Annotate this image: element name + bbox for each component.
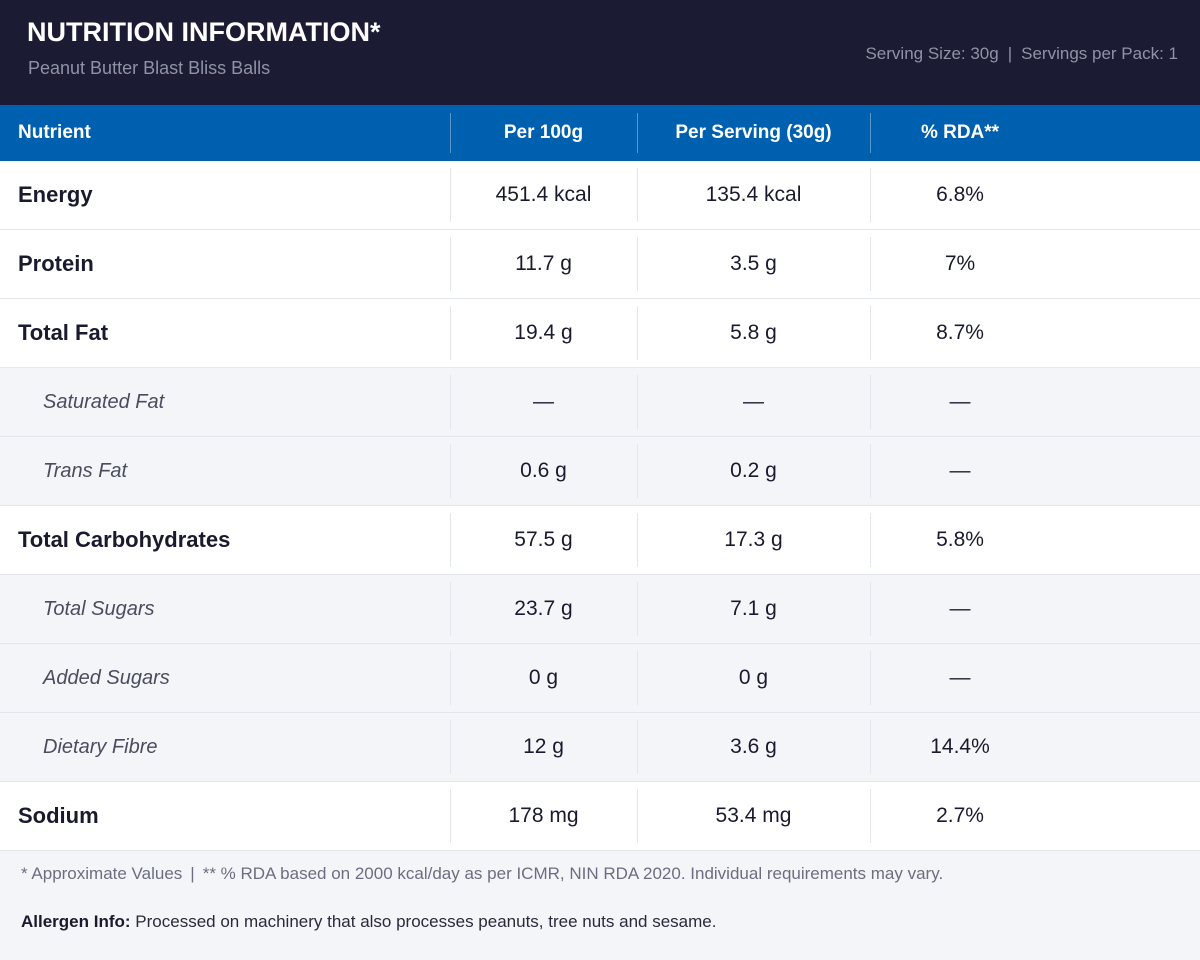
table-row: Saturated Fat — — —: [0, 368, 1200, 437]
nutrient-name: Total Fat: [18, 320, 109, 345]
per-100g-value: 0.6 g: [450, 437, 637, 505]
serving-size: Serving Size: 30g: [865, 44, 999, 63]
per-100g-value: 178 mg: [450, 782, 637, 850]
allergen-text: Processed on machinery that also process…: [135, 912, 717, 931]
per-serving-value: 17.3 g: [637, 506, 870, 574]
servings-per-pack: Servings per Pack: 1: [1021, 44, 1178, 63]
nutrient-name: Total Sugars: [43, 597, 155, 620]
rda-value: —: [870, 575, 1050, 643]
rda-note: ** % RDA based on 2000 kcal/day as per I…: [202, 864, 944, 883]
table-header: Nutrient Per 100g Per Serving (30g) % RD…: [0, 105, 1200, 161]
rda-value: 14.4%: [870, 713, 1050, 781]
footer: * Approximate Values | ** % RDA based on 2…: [0, 851, 1200, 960]
page-title: NUTRITION INFORMATION*: [27, 17, 381, 47]
allergen-label: Allergen Info:: [21, 912, 131, 931]
nutrient-name: Added Sugars: [43, 666, 170, 689]
per-100g-value: 12 g: [450, 713, 637, 781]
table-row: Sodium 178 mg 53.4 mg 2.7%: [0, 782, 1200, 851]
footnote: * Approximate Values | ** % RDA based on 2…: [21, 864, 943, 884]
rda-value: 7%: [870, 230, 1050, 298]
per-serving-value: 5.8 g: [637, 299, 870, 367]
nutrient-name: Protein: [18, 251, 94, 276]
table-row: Energy 451.4 kcal 135.4 kcal 6.8%: [0, 161, 1200, 230]
column-header-per-100g: Per 100g: [450, 105, 637, 161]
per-100g-value: 451.4 kcal: [450, 161, 637, 229]
allergen-info: Allergen Info: Processed on machinery th…: [21, 912, 716, 932]
per-serving-value: 0.2 g: [637, 437, 870, 505]
rda-value: 5.8%: [870, 506, 1050, 574]
table-row: Total Sugars 23.7 g 7.1 g —: [0, 575, 1200, 644]
nutrient-name: Trans Fat: [43, 459, 128, 482]
per-100g-value: 19.4 g: [450, 299, 637, 367]
per-100g-value: —: [450, 368, 637, 436]
nutrient-name: Dietary Fibre: [43, 735, 158, 758]
nutrient-name: Saturated Fat: [43, 390, 165, 413]
per-serving-value: 7.1 g: [637, 575, 870, 643]
per-serving-value: 3.5 g: [637, 230, 870, 298]
column-header-rda: % RDA**: [870, 105, 1050, 161]
per-serving-value: 3.6 g: [637, 713, 870, 781]
table-row: Total Fat 19.4 g 5.8 g 8.7%: [0, 299, 1200, 368]
table-row: Protein 11.7 g 3.5 g 7%: [0, 230, 1200, 299]
footnote-separator: |: [190, 864, 195, 883]
per-serving-value: 53.4 mg: [637, 782, 870, 850]
rda-value: —: [870, 437, 1050, 505]
per-100g-value: 23.7 g: [450, 575, 637, 643]
rda-value: 8.7%: [870, 299, 1050, 367]
per-serving-value: —: [637, 368, 870, 436]
per-100g-value: 57.5 g: [450, 506, 637, 574]
rda-value: —: [870, 368, 1050, 436]
product-name: Peanut Butter Blast Bliss Balls: [28, 58, 271, 78]
nutrient-name: Energy: [18, 182, 93, 207]
approx-note: * Approximate Values: [21, 864, 183, 883]
per-100g-value: 0 g: [450, 644, 637, 712]
per-serving-value: 135.4 kcal: [637, 161, 870, 229]
per-100g-value: 11.7 g: [450, 230, 637, 298]
table-row: Total Carbohydrates 57.5 g 17.3 g 5.8%: [0, 506, 1200, 575]
serving-info: Serving Size: 30g | Servings per Pack: 1: [865, 44, 1178, 64]
rda-value: 2.7%: [870, 782, 1050, 850]
table-row: Dietary Fibre 12 g 3.6 g 14.4%: [0, 713, 1200, 782]
table-row: Trans Fat 0.6 g 0.2 g —: [0, 437, 1200, 506]
separator: |: [1007, 44, 1013, 63]
column-header-nutrient: Nutrient: [18, 122, 91, 143]
nutrient-name: Total Carbohydrates: [18, 527, 231, 552]
rda-value: —: [870, 644, 1050, 712]
nutrition-table-body: Energy 451.4 kcal 135.4 kcal 6.8% Protein 11.…: [0, 161, 1200, 851]
rda-value: 6.8%: [870, 161, 1050, 229]
per-serving-value: 0 g: [637, 644, 870, 712]
nutrient-name: Sodium: [18, 803, 99, 828]
column-header-per-serving: Per Serving (30g): [637, 105, 870, 161]
header: NUTRITION INFORMATION* Peanut Butter Bla…: [0, 0, 1200, 105]
